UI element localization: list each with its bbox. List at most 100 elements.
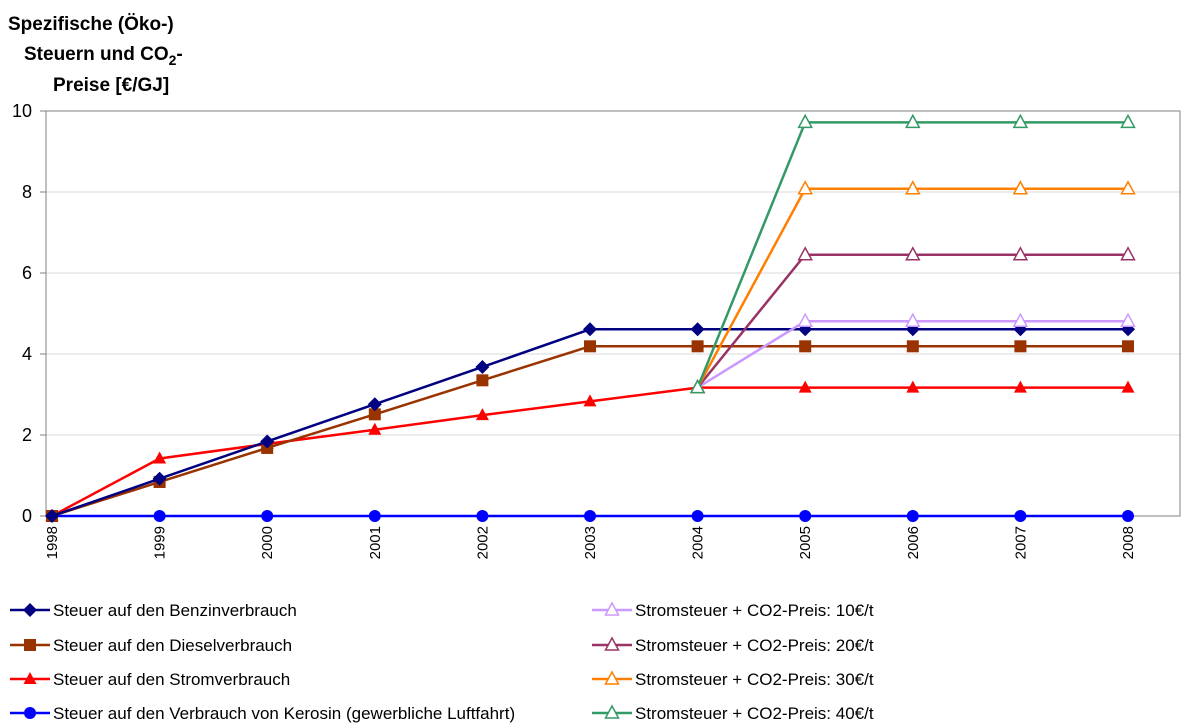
legend-swatch-marker bbox=[604, 636, 620, 651]
x-tick-label: 2007 bbox=[1012, 526, 1029, 559]
x-tick-label: 2005 bbox=[797, 526, 814, 559]
data-point bbox=[1121, 380, 1135, 393]
chart-title-line-1: Spezifische (Öko-) bbox=[8, 14, 174, 35]
legend-label: Stromsteuer + CO2-Preis: 20€/t bbox=[635, 636, 874, 655]
data-point bbox=[1122, 510, 1134, 522]
data-point bbox=[1120, 180, 1136, 195]
data-point bbox=[1012, 113, 1029, 129]
series-1 bbox=[45, 322, 1135, 523]
data-point bbox=[1014, 510, 1027, 522]
data-point bbox=[798, 380, 812, 393]
data-point bbox=[1122, 340, 1134, 353]
data-point bbox=[905, 113, 921, 129]
legend-swatch-marker bbox=[23, 672, 37, 684]
data-point bbox=[799, 340, 812, 353]
legend-label: Steuer auf den Stromverbrauch bbox=[53, 670, 290, 689]
data-point bbox=[905, 312, 921, 327]
legend-swatch-marker bbox=[604, 704, 620, 719]
data-point bbox=[1012, 180, 1029, 195]
chart-title: Spezifische (Öko-) Steuern und CO2- Prei… bbox=[8, 14, 183, 96]
x-tick-label: 1998 bbox=[44, 526, 61, 559]
data-point bbox=[583, 322, 597, 337]
plot-area bbox=[45, 110, 1181, 517]
data-point bbox=[153, 451, 167, 464]
series-3 bbox=[45, 380, 1135, 521]
chart-title-subscript: 2 bbox=[169, 52, 177, 68]
series-7 bbox=[689, 180, 1136, 394]
data-point bbox=[368, 422, 382, 435]
data-point bbox=[476, 510, 489, 522]
legend: Steuer auf den Benzinverbrauch Steuer auf… bbox=[10, 601, 874, 723]
x-tick-label: 2004 bbox=[690, 526, 707, 559]
series-8 bbox=[689, 113, 1136, 394]
legend-label: Stromsteuer + CO2-Preis: 40€/t bbox=[635, 704, 874, 723]
series-4 bbox=[46, 510, 1134, 522]
series-2 bbox=[46, 340, 1134, 522]
legend-entry: Steuer auf den Verbrauch von Kerosin (ge… bbox=[10, 704, 515, 723]
data-point bbox=[475, 359, 490, 374]
y-tick-label: 2 bbox=[22, 425, 32, 445]
legend-swatch-marker bbox=[24, 639, 36, 651]
y-tick-label: 0 bbox=[22, 506, 32, 526]
data-point bbox=[368, 510, 381, 522]
x-tick-label: 1999 bbox=[152, 526, 169, 559]
data-point bbox=[1014, 340, 1027, 353]
legend-entry: Stromsteuer + CO2-Preis: 30€/t bbox=[592, 670, 874, 689]
data-point bbox=[690, 322, 705, 337]
data-point bbox=[905, 246, 921, 261]
legend-swatch-marker bbox=[604, 601, 620, 616]
x-tick-label: 2001 bbox=[367, 526, 384, 559]
series-line bbox=[51, 386, 1128, 518]
data-point bbox=[153, 510, 166, 522]
data-point bbox=[906, 380, 920, 393]
data-point bbox=[797, 312, 813, 327]
gridlines bbox=[46, 110, 1180, 517]
legend-label: Stromsteuer + CO2-Preis: 30€/t bbox=[635, 670, 874, 689]
data-point bbox=[152, 471, 167, 486]
chart-title-line-2: Steuern und CO2- bbox=[24, 44, 183, 68]
data-point bbox=[797, 246, 813, 261]
data-point bbox=[691, 340, 704, 353]
chart-title-co: Steuern und CO bbox=[24, 44, 169, 65]
data-point bbox=[1013, 380, 1027, 393]
x-tick-label: 2006 bbox=[905, 526, 922, 559]
data-point bbox=[476, 374, 489, 387]
y-tick-label: 8 bbox=[22, 182, 32, 202]
series-line bbox=[51, 328, 1128, 518]
x-axis: 1998 1999 2000 2001 2002 2003 2004 2005 2006 2007… bbox=[44, 516, 1137, 559]
legend-label: Stromsteuer + CO2-Preis: 10€/t bbox=[635, 601, 874, 620]
data-point bbox=[797, 180, 813, 195]
series-line bbox=[696, 187, 1128, 389]
legend-swatch-marker bbox=[24, 707, 36, 719]
series-line bbox=[51, 345, 1128, 518]
data-point bbox=[367, 397, 382, 412]
data-point bbox=[45, 509, 59, 523]
y-tick-label: 4 bbox=[22, 344, 32, 364]
data-point bbox=[905, 180, 921, 195]
data-point bbox=[1120, 113, 1136, 129]
data-point bbox=[583, 394, 597, 407]
x-tick-label: 2003 bbox=[582, 526, 599, 559]
series-group bbox=[45, 113, 1136, 523]
data-point bbox=[691, 510, 704, 522]
data-point bbox=[797, 113, 813, 129]
data-point bbox=[260, 434, 275, 449]
legend-label: Steuer auf den Dieselverbrauch bbox=[53, 636, 292, 655]
legend-entry: Steuer auf den Stromverbrauch bbox=[10, 670, 290, 689]
legend-entry: Stromsteuer + CO2-Preis: 10€/t bbox=[592, 601, 874, 620]
chart-title-line-3: Preise [€/GJ] bbox=[53, 75, 169, 96]
legend-swatch-marker bbox=[23, 603, 37, 617]
data-point bbox=[584, 340, 596, 353]
data-point bbox=[1120, 246, 1136, 261]
data-point bbox=[1012, 312, 1029, 327]
y-tick-label: 6 bbox=[22, 263, 32, 283]
data-point bbox=[799, 510, 812, 522]
legend-entry: Stromsteuer + CO2-Preis: 40€/t bbox=[592, 704, 874, 723]
x-tick-label: 2002 bbox=[474, 526, 491, 559]
legend-swatch-marker bbox=[604, 670, 620, 685]
data-point bbox=[906, 340, 919, 353]
data-point bbox=[584, 510, 596, 522]
data-point bbox=[689, 379, 706, 394]
x-tick-label: 2008 bbox=[1120, 526, 1137, 559]
